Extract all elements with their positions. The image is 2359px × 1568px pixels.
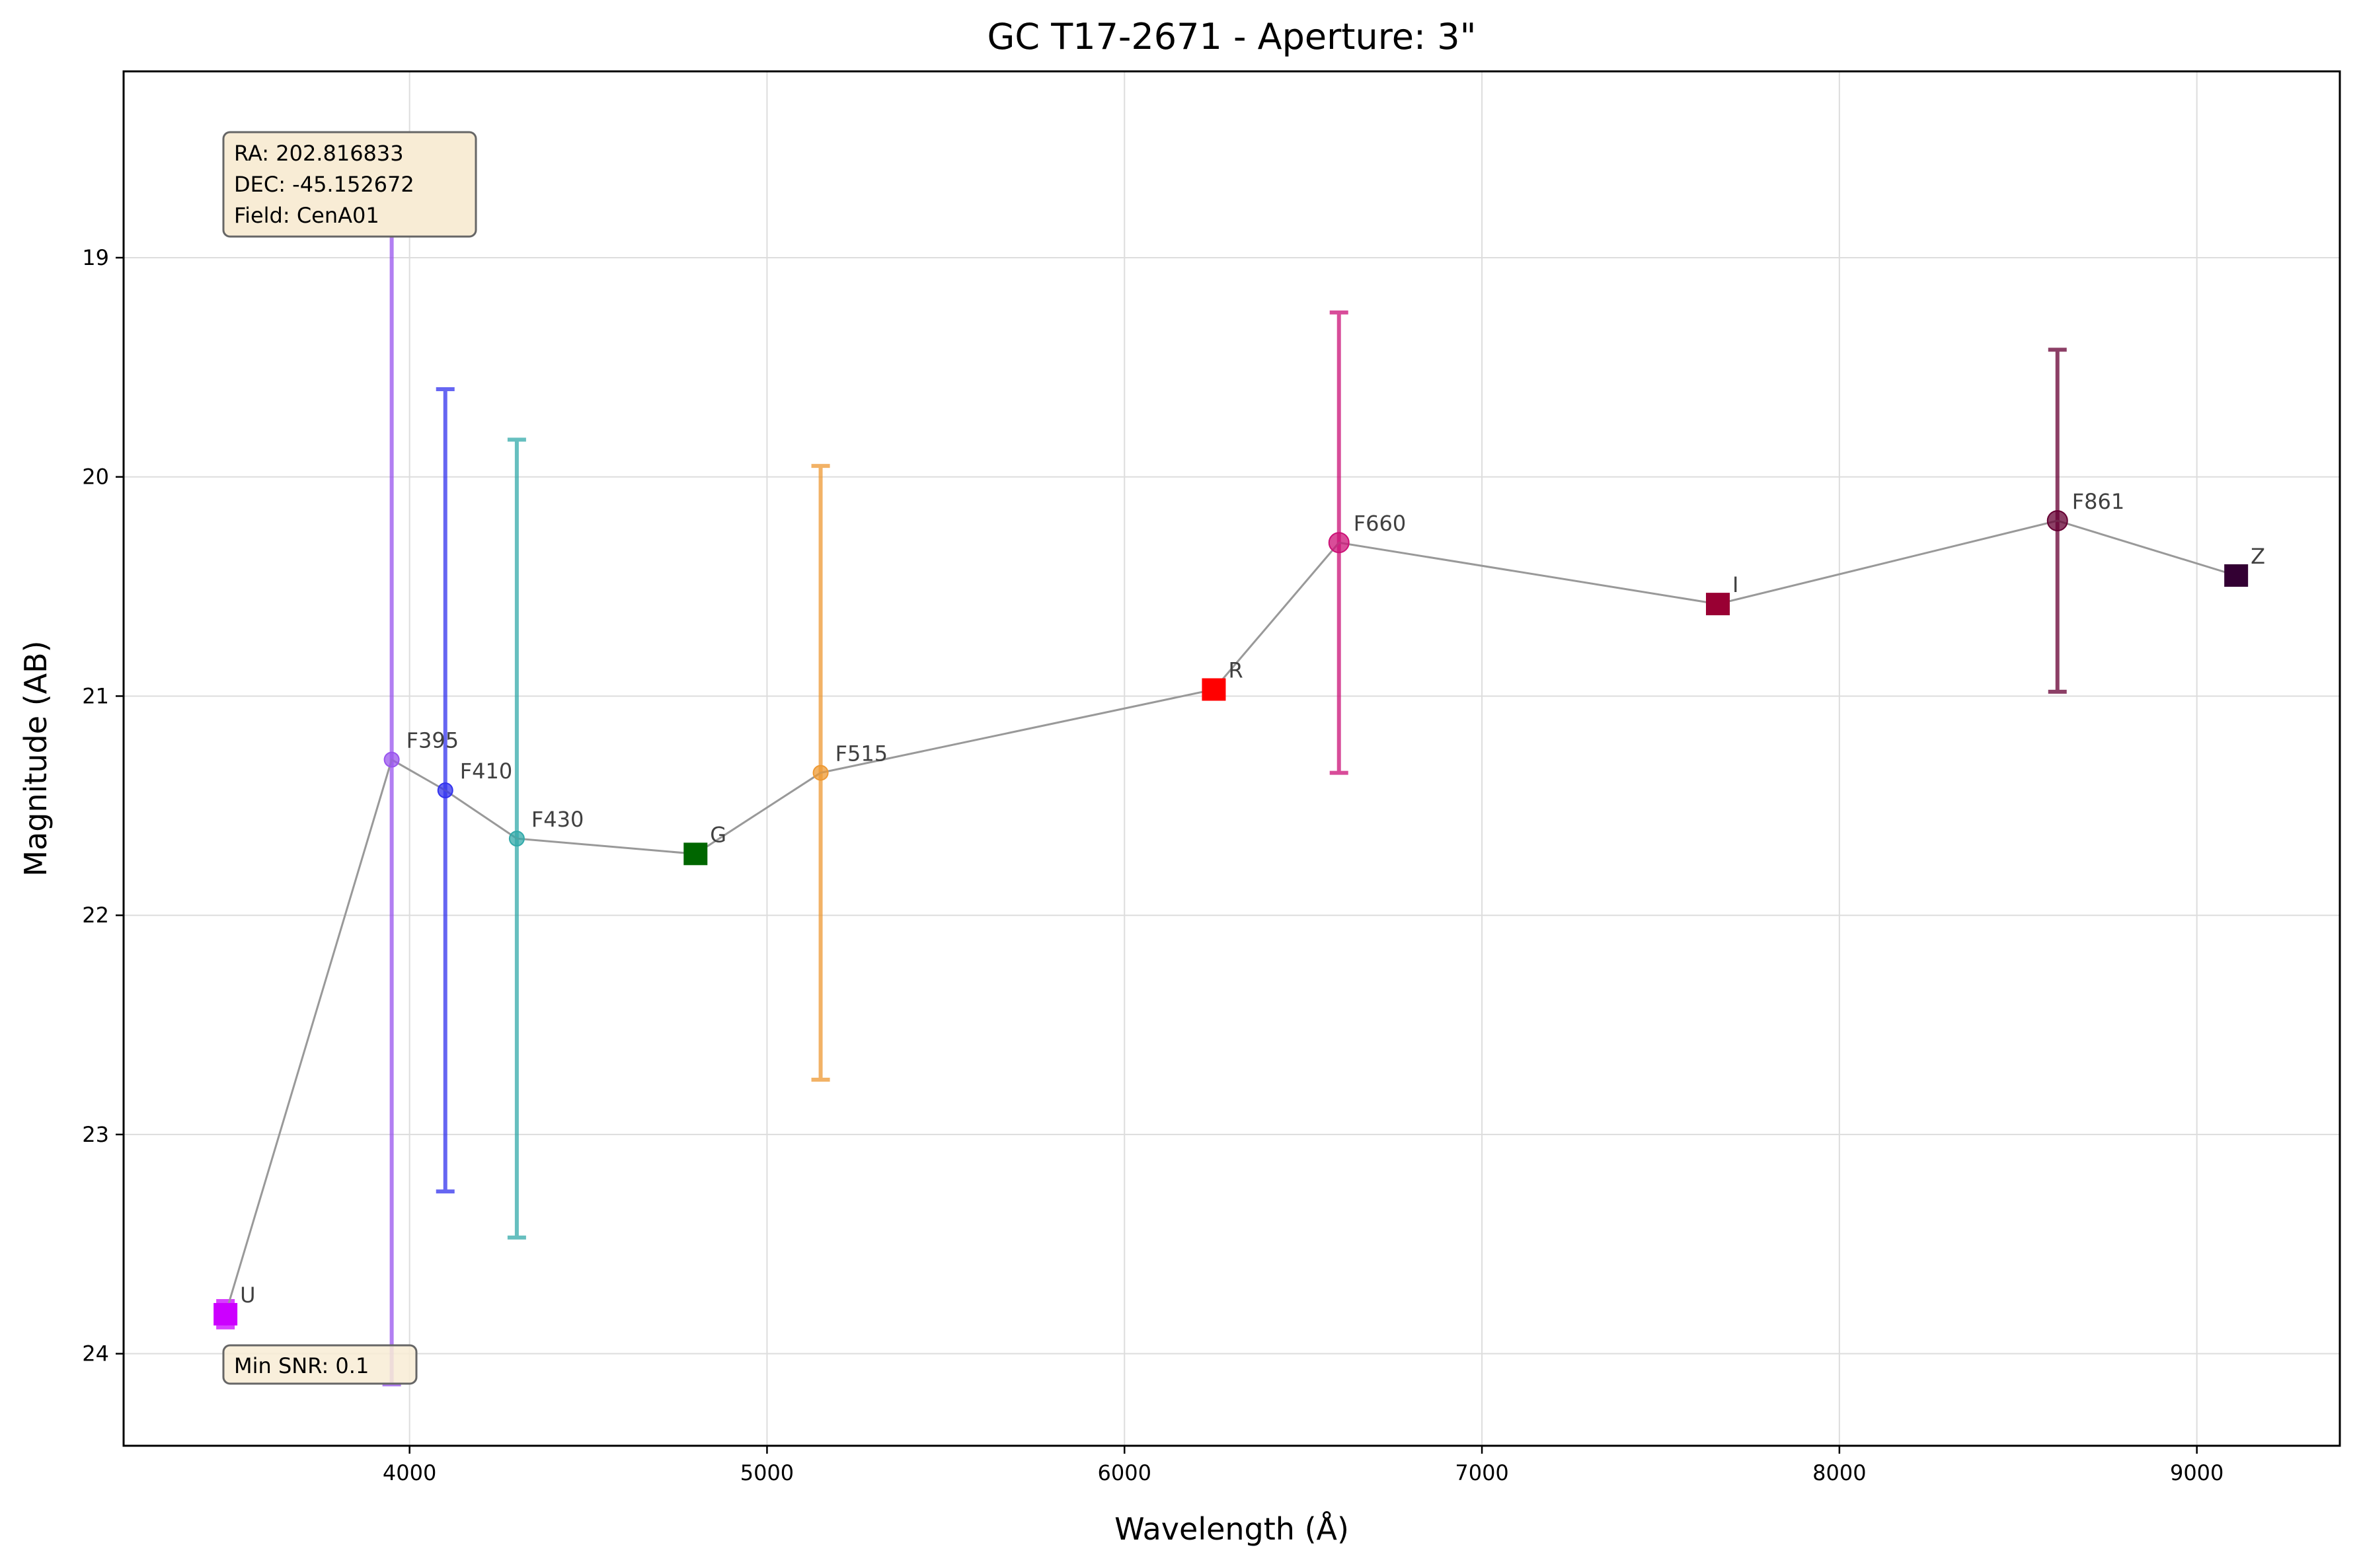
x-tick-label: 9000 [2170,1460,2224,1485]
info-field: Field: CenA01 [234,203,379,228]
y-tick-label: 20 [82,465,109,490]
x-axis-label: Wavelength (Å) [1114,1511,1349,1547]
point-label-f515: F515 [835,741,888,766]
chart-title: GC T17-2671 - Aperture: 3" [987,16,1477,57]
marker-z [2224,564,2249,587]
plot-frame [122,70,2341,1447]
point-label-z: Z [2251,544,2265,569]
x-tick-label: 6000 [1098,1460,1151,1485]
point-label-i: I [1732,572,1738,597]
info-box: RA: 202.816833 DEC: -45.152672 Field: Ce… [222,131,477,238]
y-tick-label: 24 [82,1341,109,1366]
data-markers [213,510,2249,1325]
marker-f430 [508,831,525,847]
marker-f395 [383,751,400,768]
snr-text: Min SNR: 0.1 [234,1353,369,1378]
info-dec: DEC: -45.152672 [234,172,414,197]
info-ra: RA: 202.816833 [234,141,404,166]
marker-f410 [437,782,453,799]
axis-ticks: 4000 5000 6000 7000 8000 9000 19 20 21 22 23 24 [82,245,2224,1485]
point-label-r: R [1228,658,1243,683]
marker-u [213,1302,238,1325]
point-label-f861: F861 [2072,489,2124,514]
y-tick-label: 19 [82,245,109,270]
info-box-background [222,131,477,238]
marker-r [1202,678,1226,701]
point-label-f660: F660 [1354,511,1406,536]
x-tick-label: 5000 [740,1460,794,1485]
point-label-u: U [240,1283,255,1308]
point-label-f430: F430 [531,807,584,832]
y-axis-label: Magnitude (AB) [18,640,54,876]
y-tick-label: 21 [82,683,109,708]
x-tick-label: 4000 [383,1460,436,1485]
x-tick-label: 7000 [1455,1460,1508,1485]
y-tick-label: 22 [82,903,109,928]
y-tick-label: 23 [82,1122,109,1147]
x-tick-label: 8000 [1812,1460,1866,1485]
point-label-f410: F410 [460,759,512,784]
marker-f861 [2046,510,2068,532]
grid-lines [124,71,2340,1446]
point-label-f395: F395 [406,728,459,753]
marker-i [1705,593,1730,616]
snr-box-background [222,1344,418,1385]
marker-g [683,842,708,866]
point-label-g: G [710,822,726,847]
marker-f660 [1328,532,1350,554]
marker-f515 [812,765,829,781]
snr-box: Min SNR: 0.1 [222,1344,418,1385]
